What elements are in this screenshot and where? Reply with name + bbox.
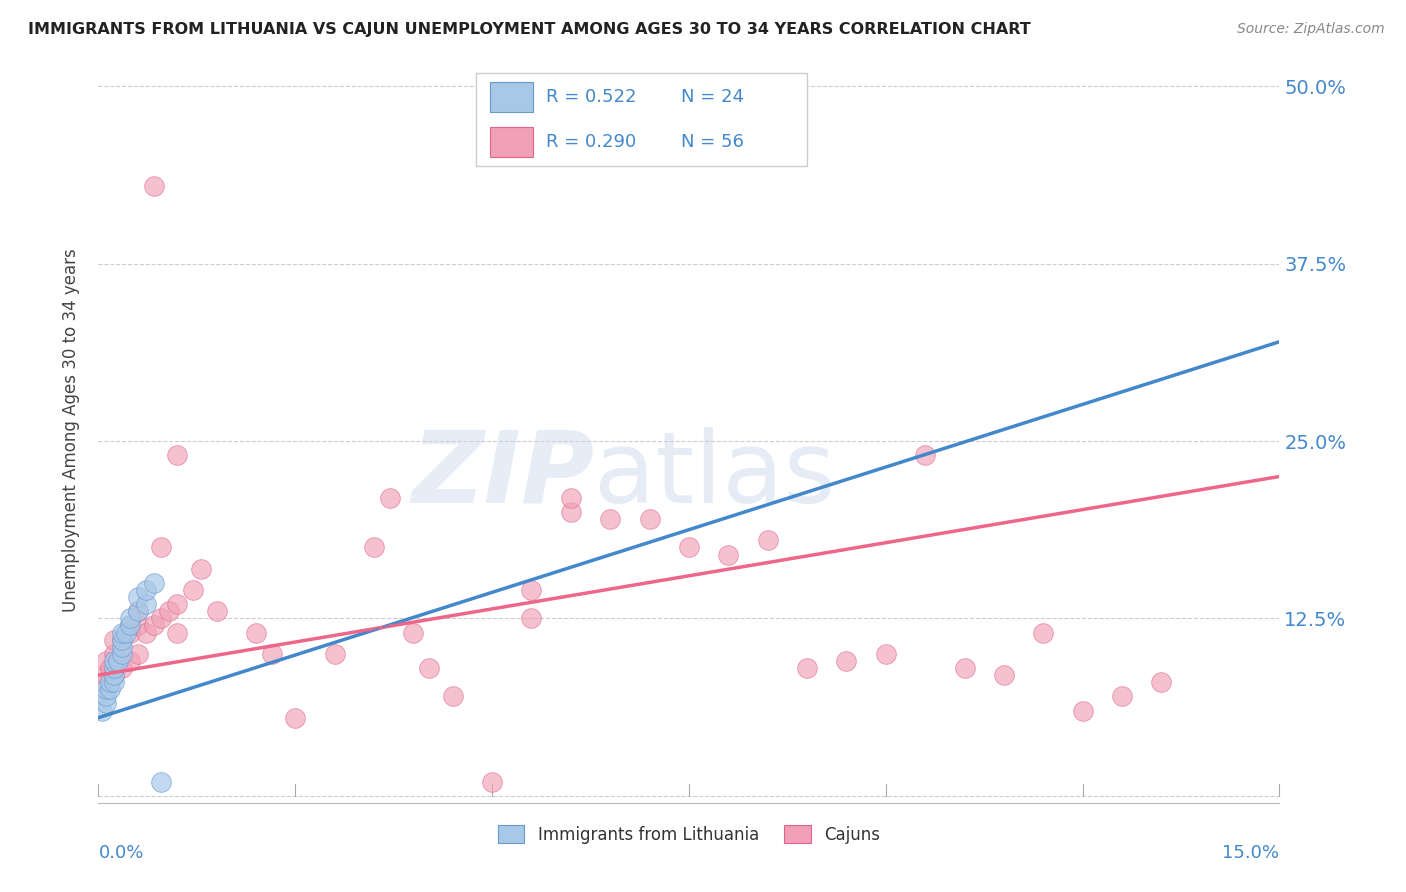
Point [107, 654, 129, 668]
Point [520, 582, 543, 597]
Point [98, 682, 121, 697]
Point [103, 668, 125, 682]
Text: atlas: atlas [595, 426, 837, 524]
Point [378, 491, 401, 505]
Point [638, 512, 661, 526]
Point [127, 618, 149, 632]
Point [481, 774, 503, 789]
Point [127, 604, 149, 618]
Point [118, 654, 141, 668]
Point [103, 668, 125, 682]
Point [756, 533, 779, 548]
Point [150, 611, 173, 625]
Point [115, 625, 138, 640]
Point [520, 611, 543, 625]
Point [796, 661, 818, 675]
Point [135, 597, 157, 611]
Point [91, 704, 114, 718]
Point [98, 675, 121, 690]
Point [142, 575, 165, 590]
Point [142, 178, 165, 193]
Point [118, 618, 141, 632]
Point [190, 562, 212, 576]
Point [111, 632, 134, 647]
Point [1150, 675, 1173, 690]
Point [127, 647, 149, 661]
Point [111, 632, 134, 647]
Text: Source: ZipAtlas.com: Source: ZipAtlas.com [1237, 22, 1385, 37]
Point [111, 647, 134, 661]
Point [127, 604, 149, 618]
Point [96, 690, 118, 704]
Text: ZIP: ZIP [412, 426, 595, 524]
Point [835, 654, 858, 668]
Point [260, 647, 283, 661]
Point [96, 654, 118, 668]
Point [118, 618, 141, 632]
Point [402, 625, 425, 640]
Point [150, 774, 173, 789]
Point [103, 661, 125, 675]
Point [284, 711, 307, 725]
Legend: Immigrants from Lithuania, Cajuns: Immigrants from Lithuania, Cajuns [491, 819, 887, 850]
Point [1071, 704, 1094, 718]
Point [91, 675, 114, 690]
Point [111, 640, 134, 654]
Point [418, 661, 440, 675]
Point [245, 625, 267, 640]
Point [103, 632, 125, 647]
Point [142, 618, 165, 632]
Point [103, 675, 125, 690]
Point [560, 505, 582, 519]
Point [717, 548, 740, 562]
Point [914, 448, 936, 462]
Point [118, 625, 141, 640]
Point [205, 604, 228, 618]
Point [135, 582, 157, 597]
Point [103, 654, 125, 668]
Point [135, 625, 157, 640]
Text: 0.0%: 0.0% [98, 844, 143, 862]
Point [441, 690, 464, 704]
Text: 15.0%: 15.0% [1222, 844, 1279, 862]
Point [111, 625, 134, 640]
Point [96, 682, 118, 697]
Point [678, 541, 700, 555]
Point [150, 541, 173, 555]
Point [166, 448, 188, 462]
Point [96, 668, 118, 682]
Point [96, 697, 118, 711]
Point [181, 582, 204, 597]
Point [118, 611, 141, 625]
Point [560, 491, 582, 505]
Point [993, 668, 1015, 682]
Point [127, 590, 149, 604]
Point [363, 541, 385, 555]
Text: IMMIGRANTS FROM LITHUANIA VS CAJUN UNEMPLOYMENT AMONG AGES 30 TO 34 YEARS CORREL: IMMIGRANTS FROM LITHUANIA VS CAJUN UNEMP… [28, 22, 1031, 37]
Point [166, 625, 188, 640]
Y-axis label: Unemployment Among Ages 30 to 34 years: Unemployment Among Ages 30 to 34 years [62, 249, 80, 612]
Point [599, 512, 621, 526]
Point [875, 647, 897, 661]
Point [953, 661, 976, 675]
Point [103, 647, 125, 661]
Point [157, 604, 180, 618]
Point [323, 647, 346, 661]
Point [166, 597, 188, 611]
Point [98, 661, 121, 675]
Point [1111, 690, 1133, 704]
Point [111, 661, 134, 675]
Point [1032, 625, 1054, 640]
